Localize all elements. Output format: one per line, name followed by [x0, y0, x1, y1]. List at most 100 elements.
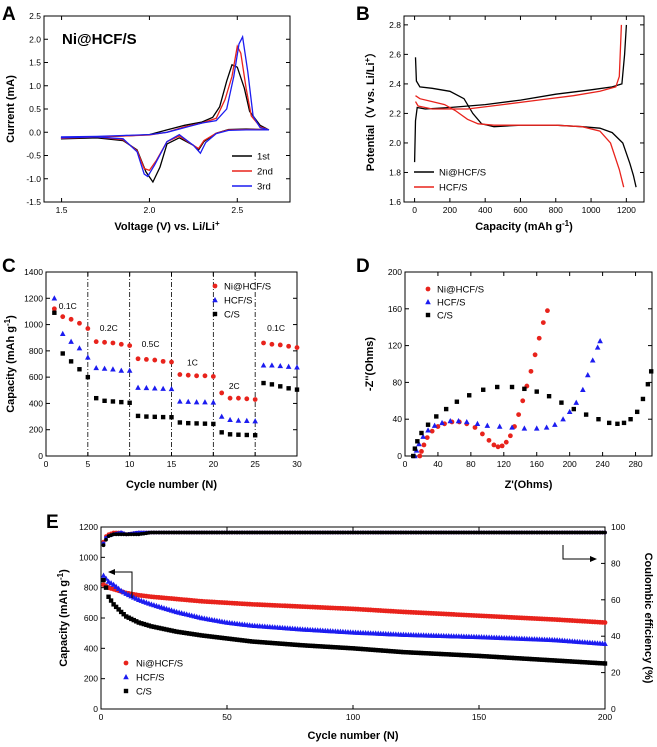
capacity-point-C/S — [320, 644, 325, 649]
capacity-point-C/S — [481, 654, 487, 659]
efficiency-point-C/S — [519, 530, 524, 535]
data-point-Ni@HCF/S — [152, 357, 158, 363]
capacity-point-C/S — [323, 644, 328, 649]
y-tick-label: 2.4 — [389, 79, 401, 89]
efficiency-point-C/S — [603, 530, 607, 535]
y-tick-label: 2.0 — [29, 34, 41, 44]
capacity-point-C/S — [517, 656, 522, 661]
data-point-C/S — [77, 367, 82, 372]
capacity-point-C/S — [363, 647, 368, 652]
y-tick-label: 40 — [393, 414, 403, 424]
capacity-point-C/S — [582, 660, 588, 665]
y2-tick-label: 100 — [611, 522, 625, 532]
data-point-HCF/S — [431, 422, 438, 428]
capacity-point-C/S — [126, 615, 131, 620]
data-point-HCF/S — [455, 418, 462, 424]
y-tick-label: 0.0 — [29, 127, 41, 137]
legend-label: C/S — [437, 311, 453, 322]
data-point-Ni@HCF/S — [286, 343, 292, 349]
capacity-point-C/S — [267, 640, 273, 646]
legend-label: HCF/S — [437, 298, 466, 309]
data-point-HCF/S — [552, 421, 558, 427]
efficiency-point-C/S — [482, 530, 486, 535]
capacity-point-C/S — [557, 658, 562, 663]
capacity-point-C/S — [527, 656, 532, 662]
capacity-point-C/S — [250, 639, 255, 644]
efficiency-point-C/S — [419, 530, 423, 535]
data-point-HCF/S — [252, 418, 258, 424]
data-point-C/S — [467, 393, 472, 398]
capacity-point-C/S — [156, 625, 162, 631]
data-point-Ni@HCF/S — [252, 397, 258, 402]
capacity-point-C/S — [232, 637, 237, 642]
efficiency-point-C/S — [494, 530, 499, 535]
y-tick-label: 1.8 — [389, 167, 401, 177]
y-tick-label: 2.0 — [389, 138, 401, 148]
panel-E: 0 50 100 150 2000200400600800100012000204060… — [56, 522, 655, 742]
capacity-point-C/S — [408, 650, 414, 655]
x-tick-label: 200 — [443, 205, 457, 215]
y-tick-label: 2.8 — [389, 20, 401, 30]
data-point-HCF/S — [573, 399, 580, 405]
data-point-Ni@HCF/S — [127, 343, 133, 348]
capacity-point-C/S — [507, 655, 512, 660]
capacity-point-C/S — [570, 659, 575, 664]
data-point-C/S — [135, 413, 141, 419]
data-point-HCF/S — [474, 420, 481, 426]
x-tick-label: 0 — [99, 712, 104, 722]
capacity-point-C/S — [343, 645, 348, 651]
y-tick-label: 0 — [397, 451, 402, 461]
capacity-point-C/S — [502, 655, 507, 660]
capacity-point-HCF/S — [602, 640, 608, 646]
data-point-C/S — [119, 399, 124, 405]
data-point-Ni@HCF/S — [536, 335, 542, 341]
capacity-point-C/S — [275, 641, 280, 646]
capacity-point-C/S — [444, 652, 449, 657]
data-point-Ni@HCF/S — [491, 442, 497, 448]
data-point-Ni@HCF/S — [486, 437, 492, 443]
capacity-point-C/S — [212, 634, 217, 640]
legend-marker — [212, 283, 218, 289]
data-point-Ni@HCF/S — [210, 374, 216, 379]
capacity-point-C/S — [149, 624, 154, 629]
capacity-point-C/S — [184, 630, 189, 636]
x-tick-label: 800 — [549, 205, 563, 215]
y-axis-title: Potential（V vs. Li/Li+） — [363, 47, 378, 171]
y2-tick-label: 20 — [611, 668, 621, 678]
capacity-point-C/S — [537, 657, 542, 662]
efficiency-point-C/S — [167, 530, 171, 535]
capacity-point-C/S — [479, 653, 484, 659]
capacity-point-C/S — [139, 621, 144, 626]
capacity-point-C/S — [590, 660, 595, 665]
capacity-point-C/S — [103, 585, 109, 590]
capacity-point-C/S — [118, 609, 124, 615]
data-point-C/S — [110, 399, 116, 404]
efficiency-point-C/S — [570, 530, 575, 535]
capacity-point-C/S — [121, 612, 126, 617]
capacity-point-C/S — [272, 641, 278, 646]
capacity-point-C/S — [197, 632, 202, 638]
capacity-point-C/S — [295, 642, 300, 648]
efficiency-point-C/S — [469, 530, 474, 535]
capacity-point-C/S — [554, 658, 560, 663]
data-point-Ni@HCF/S — [499, 443, 505, 449]
capacity-point-C/S — [469, 653, 474, 658]
data-point-C/S — [211, 421, 216, 427]
legend-label: Ni@HCF/S — [437, 285, 484, 296]
capacity-point-C/S — [207, 634, 212, 639]
data-point-C/S — [634, 409, 640, 415]
capacity-axis-arrow — [112, 571, 133, 598]
data-point-HCF/S — [594, 344, 601, 350]
data-point-C/S — [411, 453, 416, 459]
data-point-Ni@HCF/S — [110, 340, 116, 346]
data-point-C/S — [152, 414, 157, 420]
capacity-point-C/S — [113, 604, 119, 610]
capacity-point-C/S — [486, 654, 492, 659]
data-point-Ni@HCF/S — [244, 396, 250, 402]
data-point-C/S — [534, 389, 539, 394]
capacity-point-C/S — [300, 643, 305, 648]
data-point-C/S — [278, 384, 283, 389]
x-tick-label: 5 — [85, 459, 90, 469]
data-point-C/S — [236, 432, 241, 437]
data-point-C/S — [169, 415, 174, 420]
